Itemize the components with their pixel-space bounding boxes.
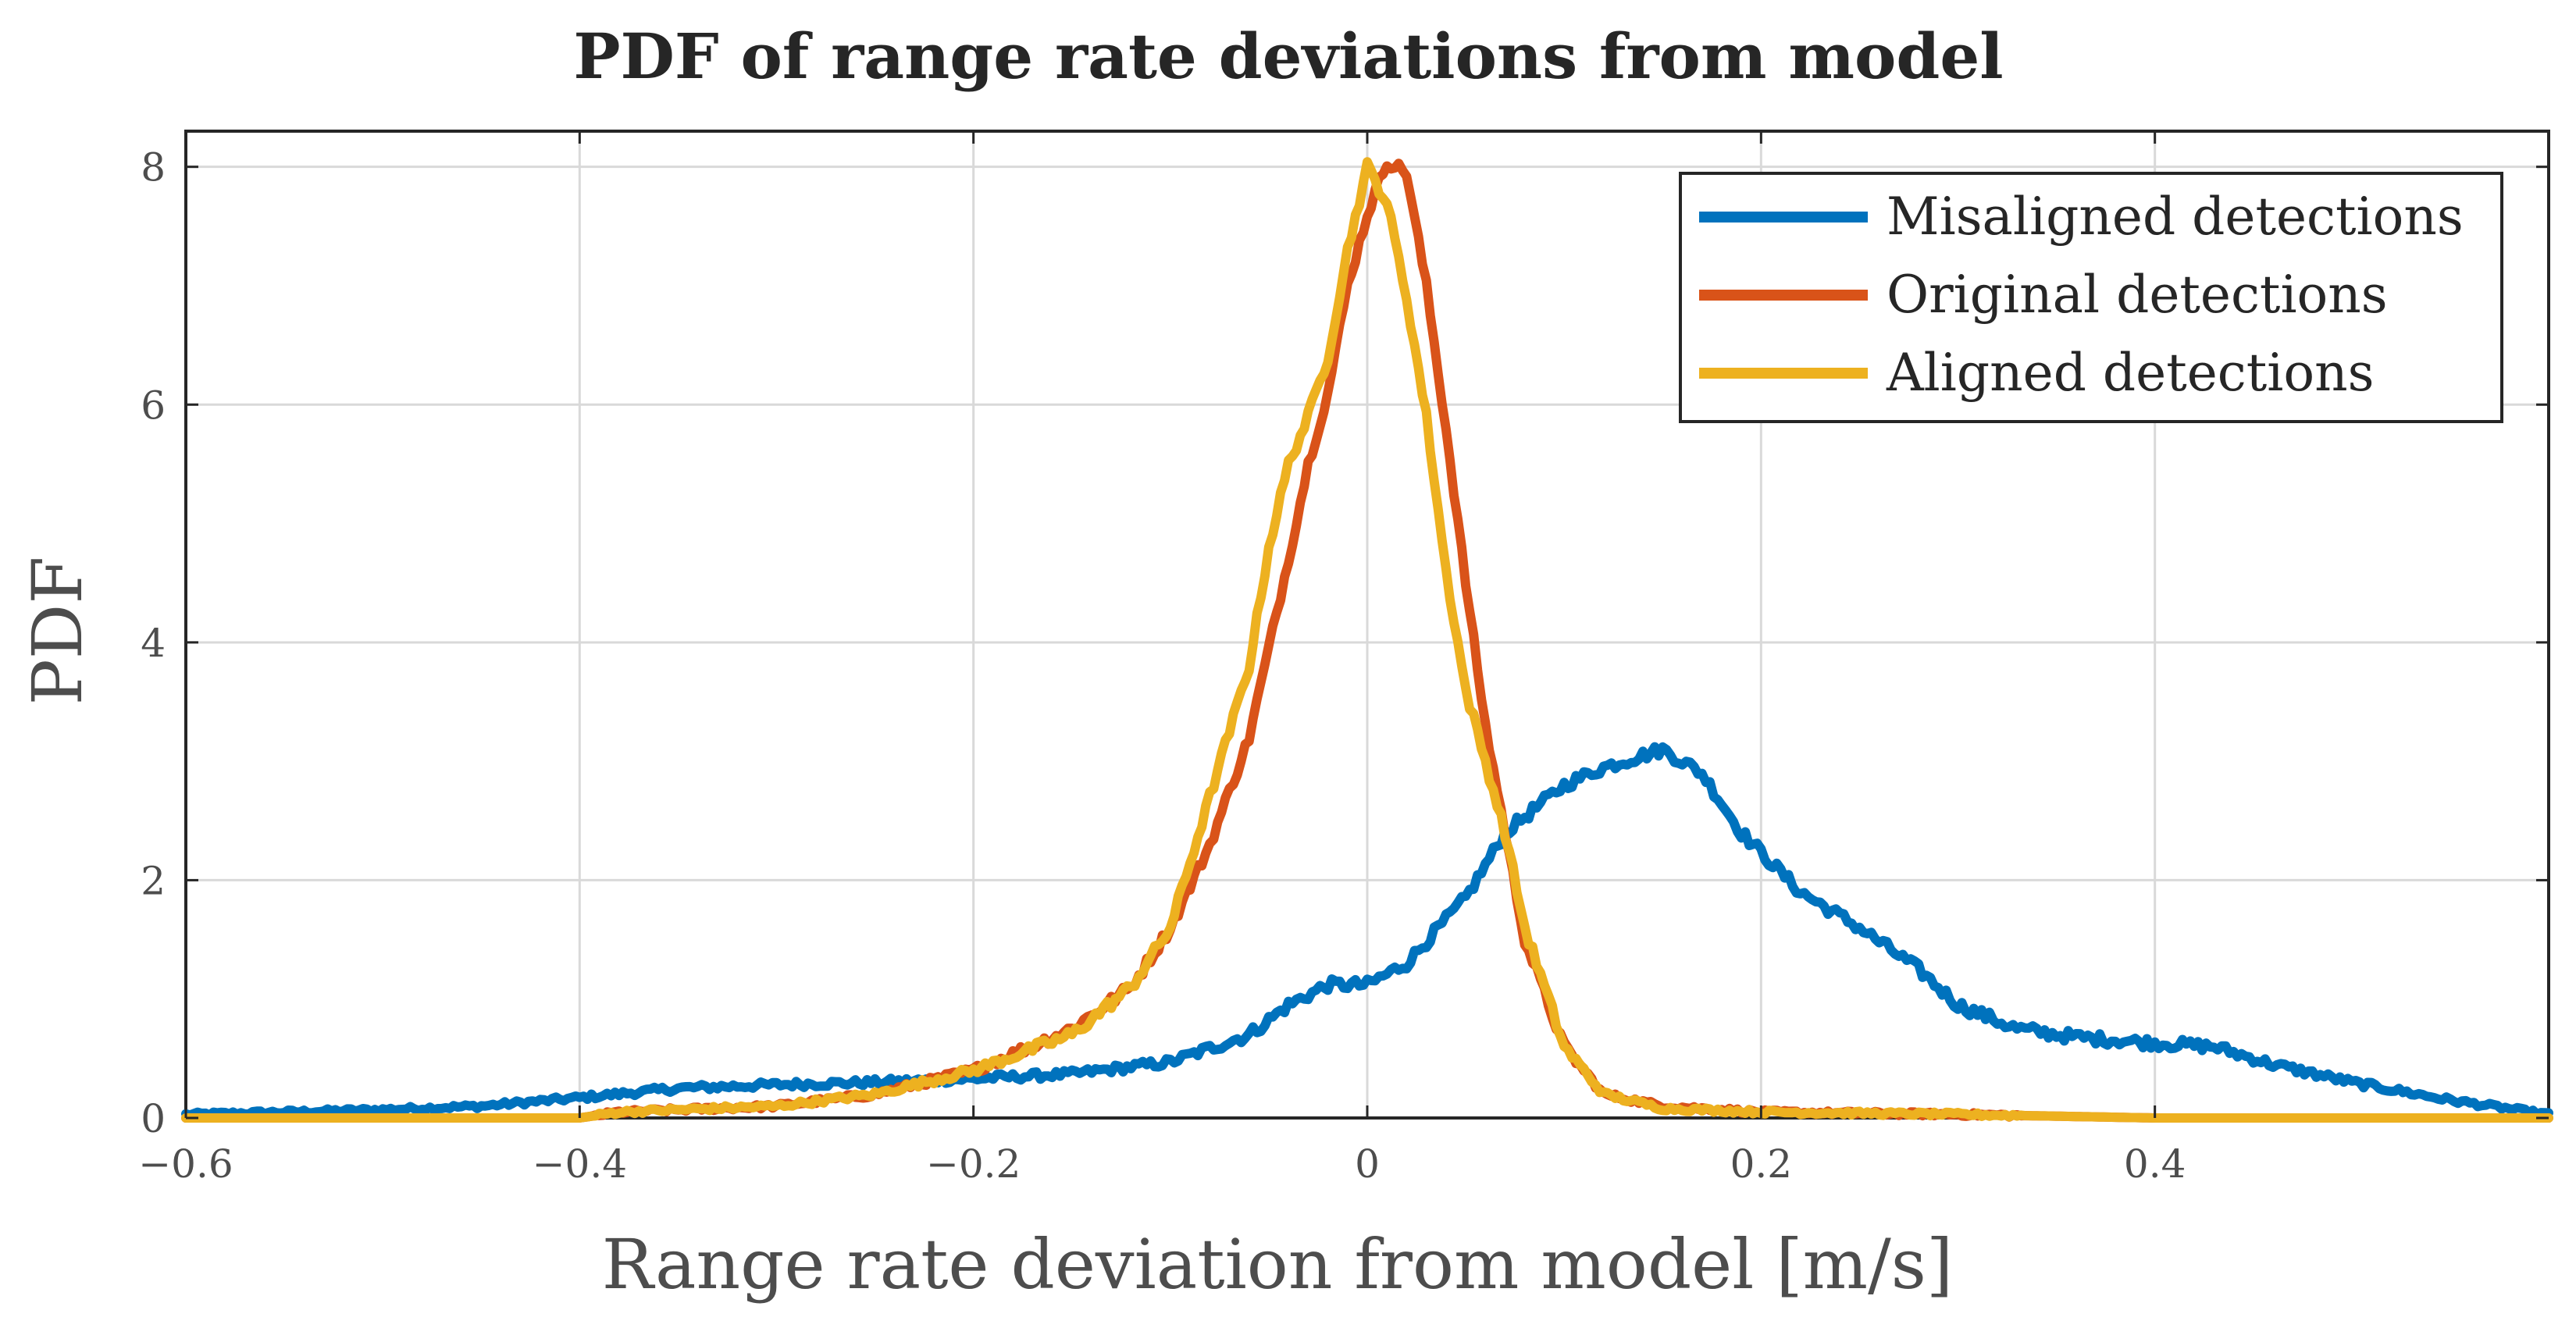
legend-label-0: Misaligned detections bbox=[1887, 187, 2464, 247]
grid bbox=[186, 131, 2549, 1118]
legend: Misaligned detections Original detections… bbox=[1679, 172, 2503, 423]
legend-label-1: Original detections bbox=[1887, 265, 2388, 325]
x-tick-label-4: 0.2 bbox=[1730, 1141, 1793, 1187]
legend-label-2: Aligned detections bbox=[1886, 343, 2375, 403]
series-line-misaligned-detections bbox=[181, 742, 2553, 1120]
x-tick-label-2: −0.2 bbox=[926, 1141, 1021, 1187]
y-tick-label-0: 0 bbox=[141, 1096, 166, 1141]
y-tick-label-2: 4 bbox=[141, 621, 166, 666]
y-axis-label: PDF bbox=[17, 557, 98, 706]
x-tick-label-1: −0.4 bbox=[533, 1141, 627, 1187]
x-tick-label-0: −0.6 bbox=[138, 1141, 233, 1187]
x-tick-label-5: 0.4 bbox=[2124, 1141, 2186, 1187]
y-tick-label-4: 8 bbox=[141, 145, 166, 190]
chart-title: PDF of range rate deviations from model bbox=[573, 20, 2003, 93]
ticks: −0.6 −0.4 −0.2 0 0.2 0.4 0 2 4 6 8 bbox=[138, 131, 2549, 1187]
y-tick-label-3: 6 bbox=[141, 383, 166, 428]
x-axis-label: Range rate deviation from model [m/s] bbox=[602, 1224, 1954, 1305]
x-tick-label-3: 0 bbox=[1355, 1141, 1380, 1187]
y-tick-label-1: 2 bbox=[141, 858, 166, 903]
